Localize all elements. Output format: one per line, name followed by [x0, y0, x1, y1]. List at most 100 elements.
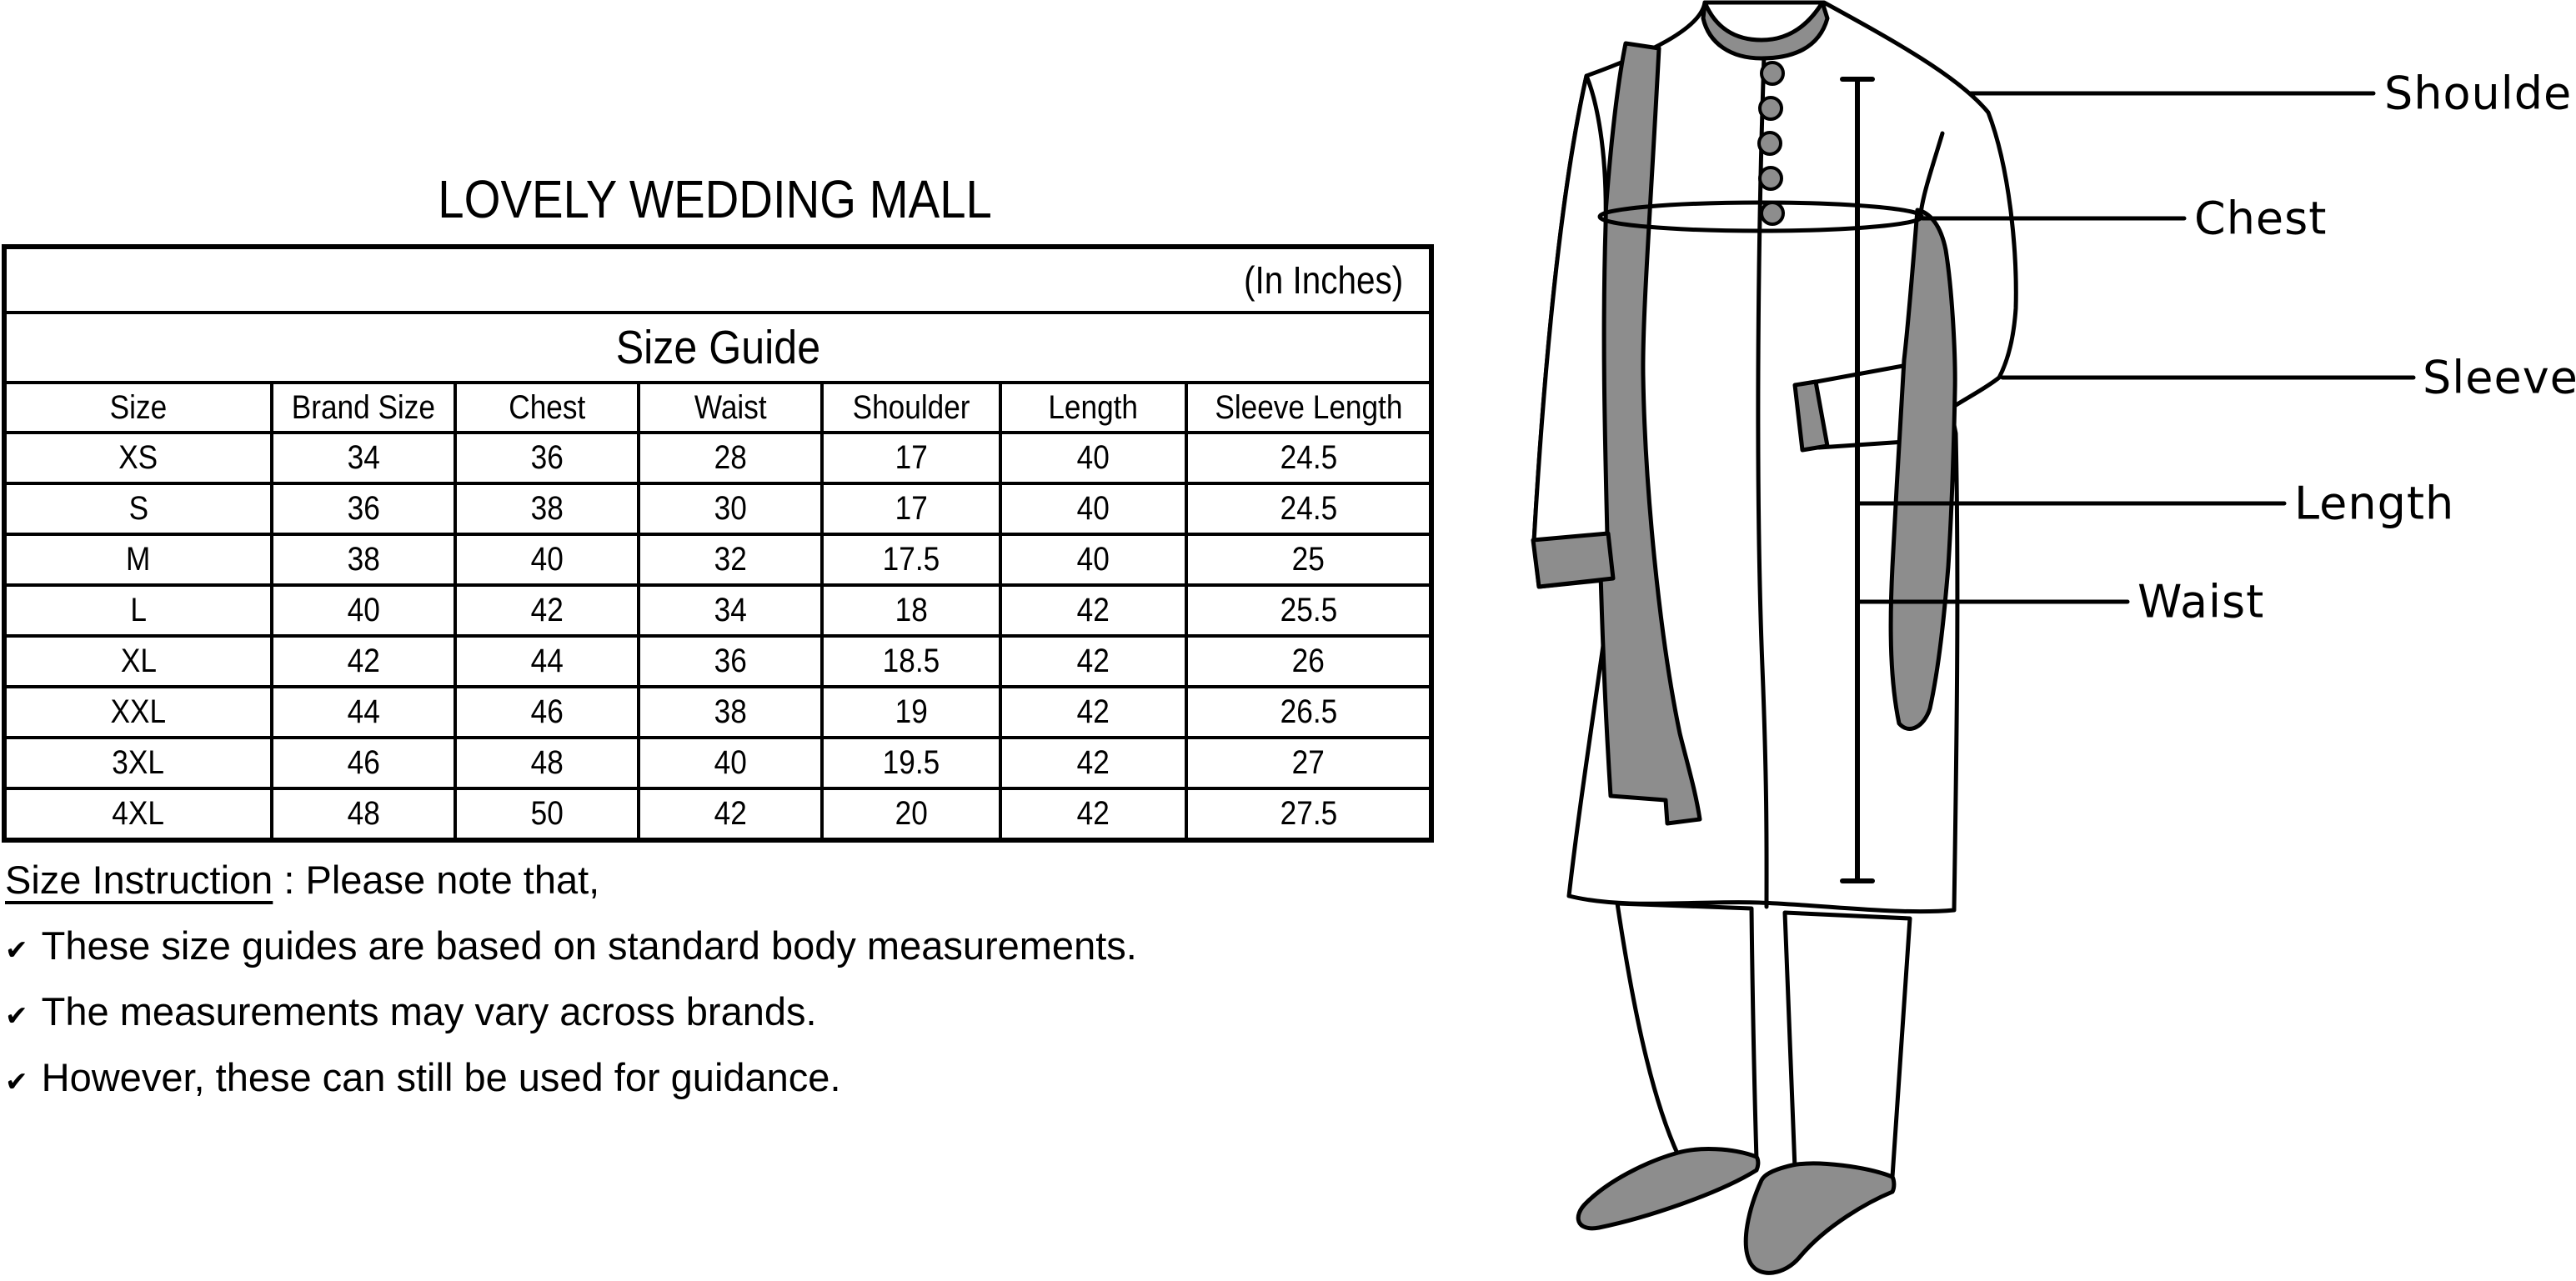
- cell: 19.5: [820, 736, 1002, 790]
- label-sleeve: Sleeve: [2423, 351, 2576, 404]
- cell: 26.5: [1184, 685, 1434, 739]
- instruction-text: However, these can still be used for gui…: [41, 1055, 841, 1099]
- cell-value: 42: [1076, 643, 1110, 679]
- cell-value: M: [126, 541, 151, 578]
- cell-value: 40: [714, 744, 747, 781]
- sleeve-front-seam: [1918, 131, 1945, 216]
- cell: 3XL: [3, 736, 273, 790]
- cell: XS: [3, 431, 273, 485]
- cell-value: 4XL: [112, 795, 165, 832]
- cell-value: 26.5: [1280, 693, 1337, 730]
- check-icon: ✔: [5, 999, 28, 1032]
- units-note-cell: (In Inches): [2, 245, 1434, 314]
- cell-value: 20: [895, 795, 928, 832]
- cell: 17: [820, 431, 1002, 485]
- shoe-left: [1576, 1147, 1761, 1231]
- cell-value: 27: [1291, 744, 1326, 781]
- table-row-l: L 40 42 34 18 42 25.5: [3, 583, 1434, 638]
- col-header-label: Waist: [694, 388, 767, 426]
- button: [1758, 166, 1783, 191]
- check-icon: ✔: [5, 933, 28, 966]
- cell-value: 40: [1076, 490, 1110, 527]
- cell: 46: [270, 736, 457, 790]
- col-header-brand-size: Brand Size: [270, 381, 457, 434]
- cell-value: 3XL: [112, 744, 165, 781]
- cell: 36: [270, 482, 457, 536]
- cell-value: 40: [1076, 439, 1110, 476]
- cell: 38: [454, 482, 640, 536]
- instruction-item: ✔ The measurements may vary across brands…: [5, 992, 1306, 1035]
- cell-value: 42: [1076, 592, 1110, 628]
- instruction-text: These size guides are based on standard …: [41, 923, 1137, 968]
- cell-value: 24.5: [1280, 490, 1337, 527]
- cell-value: 34: [347, 439, 380, 476]
- pant-leg-left: [1615, 901, 1759, 1163]
- label-shoulder: Shoulder: [2384, 67, 2576, 120]
- table-header-row: Size Brand Size Chest Waist Shoulder Len…: [3, 381, 1434, 434]
- cell: 46: [454, 685, 640, 739]
- check-icon: ✔: [5, 1065, 28, 1098]
- length-measure-line: [1840, 77, 1875, 883]
- col-header-shoulder: Shoulder: [820, 381, 1002, 434]
- cell: 26: [1184, 634, 1434, 688]
- cell-value: 26: [1291, 643, 1326, 679]
- cell-value: 27.5: [1280, 795, 1337, 832]
- cuff-right: [1792, 379, 1830, 453]
- cell-value: 40: [530, 541, 564, 578]
- cell: 42: [454, 583, 640, 638]
- table-row-xxl: XXL 44 46 38 19 42 26.5: [3, 685, 1434, 739]
- cell-value: 50: [530, 795, 564, 832]
- cell: 17: [820, 482, 1002, 536]
- units-note: (In Inches): [1243, 258, 1403, 302]
- instructions-heading: Size Instruction : Please note that,: [5, 857, 1306, 903]
- cell-value: 28: [714, 439, 747, 476]
- cell: 42: [999, 787, 1188, 842]
- cell-value: 46: [530, 693, 564, 730]
- cell: 27: [1184, 736, 1434, 790]
- stole-back: [1888, 208, 1957, 731]
- cell-value: 40: [347, 592, 380, 628]
- cell-value: 25.5: [1280, 592, 1337, 628]
- cell: 18: [820, 583, 1002, 638]
- cell: 18.5: [820, 634, 1002, 688]
- cell-value: 42: [530, 592, 564, 628]
- col-header-label: Length: [1048, 388, 1139, 426]
- cell-value: 38: [347, 541, 380, 578]
- cell-value: 42: [1076, 744, 1110, 781]
- cell: 42: [999, 583, 1188, 638]
- cell: 34: [270, 431, 457, 485]
- cell-value: 19: [895, 693, 928, 730]
- cell: M: [3, 533, 273, 587]
- label-length: Length: [2294, 477, 2455, 530]
- cell: 48: [270, 787, 457, 842]
- col-header-label: Brand Size: [291, 388, 436, 426]
- cell: 32: [637, 533, 824, 587]
- cell: 42: [999, 736, 1188, 790]
- instruction-item: ✔ These size guides are based on standard…: [5, 926, 1306, 969]
- cell-value: 24.5: [1280, 439, 1337, 476]
- pant-leg-right: [1782, 910, 1912, 1179]
- cell: 48: [454, 736, 640, 790]
- cell: 42: [270, 634, 457, 688]
- col-header-label: Chest: [509, 388, 585, 426]
- instructions-heading-rest: : Please note that,: [273, 858, 600, 902]
- cell: 27.5: [1184, 787, 1434, 842]
- cell: 17.5: [820, 533, 1002, 587]
- cell: 36: [637, 634, 824, 688]
- cell-value: 44: [530, 643, 564, 679]
- cell-value: 38: [714, 693, 747, 730]
- col-header-size: Size: [3, 381, 273, 434]
- cell: 24.5: [1184, 482, 1434, 536]
- cell: 36: [454, 431, 640, 485]
- button: [1757, 131, 1782, 156]
- cell: 24.5: [1184, 431, 1434, 485]
- table-subtitle-cell: Size Guide: [2, 311, 1434, 384]
- cell-value: 18.5: [882, 643, 940, 679]
- cell-value: 46: [347, 744, 380, 781]
- page-title: LOVELY WEDDING MALL: [2, 168, 1429, 230]
- table-row-xl: XL 42 44 36 18.5 42 26: [3, 634, 1434, 688]
- cell-value: L: [130, 592, 147, 628]
- cell: 44: [454, 634, 640, 688]
- table-row-subtitle: Size Guide: [2, 311, 1434, 384]
- cell: 44: [270, 685, 457, 739]
